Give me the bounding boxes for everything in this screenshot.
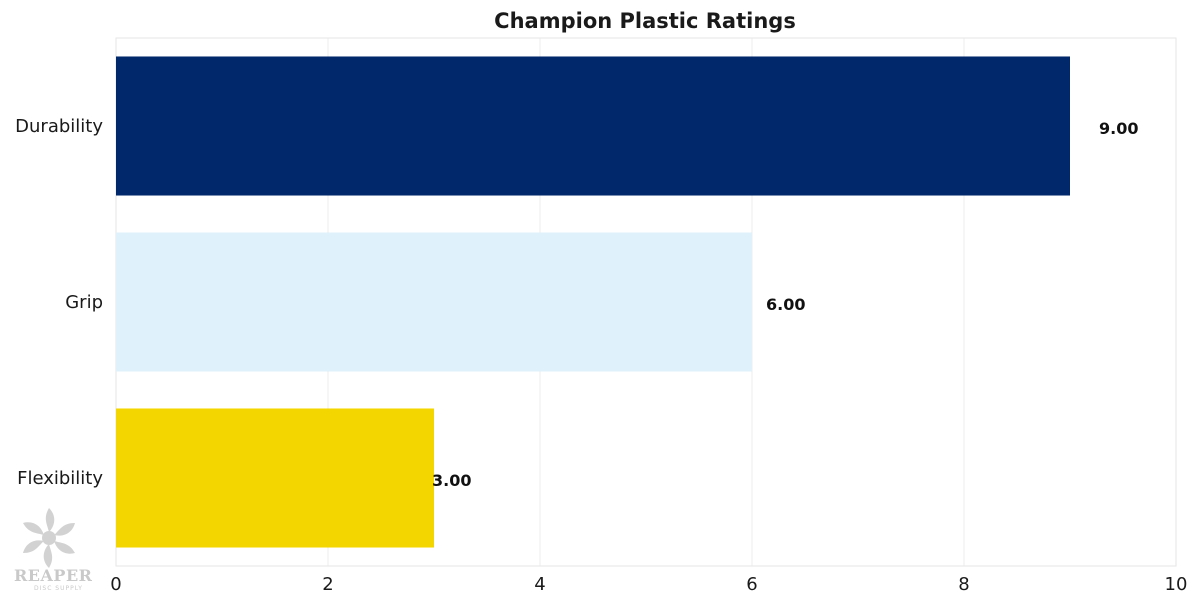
x-tick-label-3: 6 (746, 574, 757, 595)
reaper-logo-icon (23, 508, 75, 568)
category-label-grip: Grip (65, 292, 103, 313)
y-axis-categories: Durability Grip Flexibility (15, 116, 103, 489)
x-tick-label-5: 10 (1165, 574, 1188, 595)
bars-group: 9.00 6.00 3.00 (116, 56, 1138, 548)
x-tick-label-4: 8 (958, 574, 969, 595)
value-label-flexibility: 3.00 (432, 471, 471, 490)
bar-grip (116, 232, 752, 372)
category-label-flexibility: Flexibility (17, 468, 103, 489)
x-tick-label-1: 2 (322, 574, 333, 595)
category-label-durability: Durability (15, 116, 103, 137)
x-axis-ticks: 0 2 4 6 8 10 (110, 574, 1187, 595)
bar-durability (116, 56, 1070, 196)
chart-title: Champion Plastic Ratings (494, 9, 796, 33)
bar-flexibility (116, 408, 434, 548)
value-label-durability: 9.00 (1099, 119, 1138, 138)
watermark-brand: REAPER (14, 566, 93, 585)
x-tick-label-2: 4 (534, 574, 545, 595)
x-tick-label-0: 0 (110, 574, 121, 595)
value-label-grip: 6.00 (766, 295, 805, 314)
watermark-tagline: DISC SUPPLY (34, 585, 83, 592)
